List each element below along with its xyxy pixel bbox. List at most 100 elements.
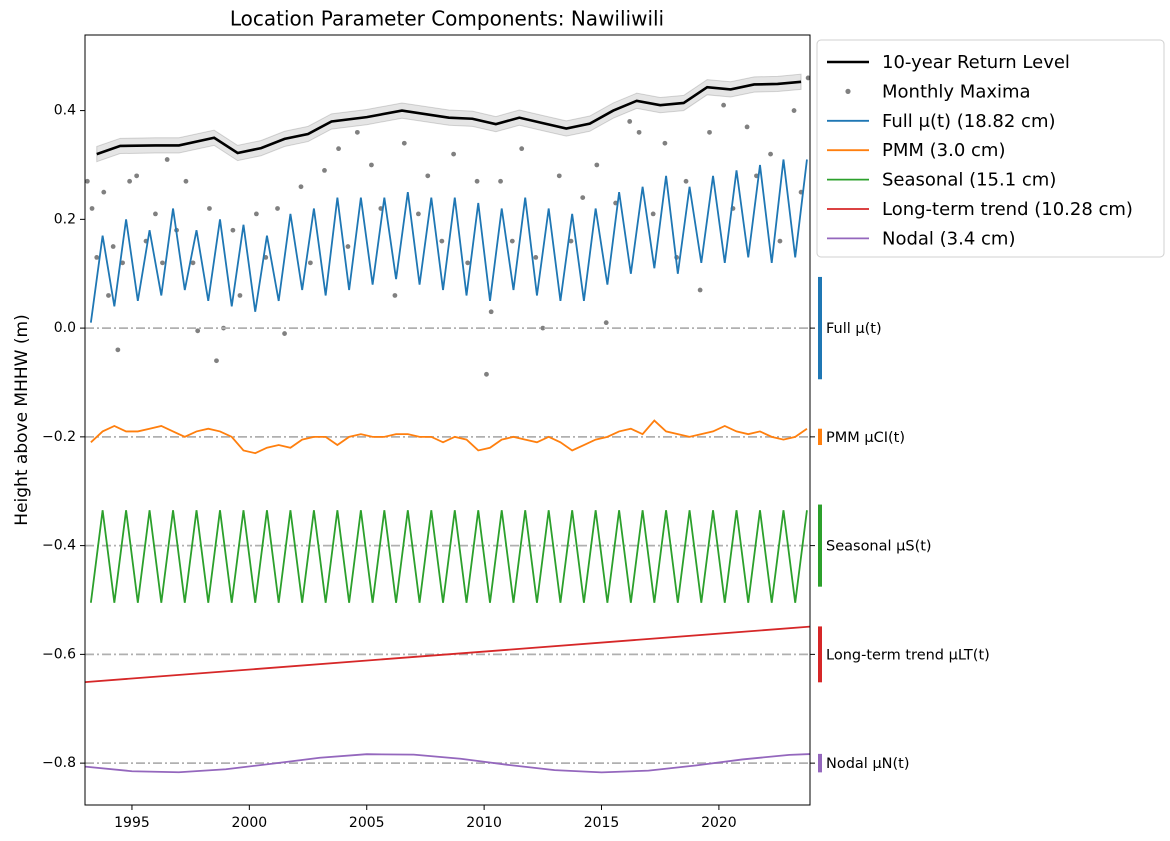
chart-title: Location Parameter Components: Nawiliwil… — [230, 7, 664, 31]
maxima-point — [791, 108, 797, 113]
maxima-point — [214, 358, 219, 364]
x-tick-label: 2005 — [349, 815, 385, 831]
component-line — [85, 625, 810, 683]
maxima-point — [519, 146, 525, 152]
maxima-point — [183, 178, 189, 184]
x-tick-label: 2020 — [701, 815, 737, 831]
maxima-point — [110, 244, 116, 249]
maxima-point — [439, 238, 445, 244]
plot-frame — [84, 34, 811, 806]
maxima-point — [451, 151, 457, 157]
component-line — [89, 510, 808, 603]
legend-label: 10-year Return Level — [882, 52, 1070, 73]
component-line — [89, 159, 808, 323]
maxima-point — [164, 157, 170, 162]
side-label: Full μ(t) — [826, 321, 882, 337]
maxima-point — [533, 255, 539, 260]
range-bar — [818, 276, 822, 380]
maxima-point — [134, 173, 140, 179]
legend-label: Full μ(t) (18.82 cm) — [882, 111, 1056, 132]
side-label: Long-term trend μLT(t) — [826, 647, 990, 663]
y-tick-label: 0.0 — [54, 320, 76, 336]
maxima-point — [101, 189, 107, 195]
maxima-point — [580, 195, 586, 200]
maxima-point — [282, 331, 287, 336]
maxima-point — [354, 129, 360, 135]
maxima-point — [498, 178, 503, 184]
range-bar — [818, 626, 822, 683]
maxima-point — [322, 168, 327, 173]
maxima-point — [106, 293, 111, 298]
range-bar — [818, 504, 822, 587]
maxima-point — [594, 162, 600, 168]
maxima-point — [127, 178, 133, 184]
y-tick-label: 0.2 — [54, 211, 76, 227]
x-tick-label: 2010 — [466, 815, 502, 831]
maxima-point — [662, 140, 668, 146]
maxima-point — [568, 238, 574, 244]
maxima-point — [115, 347, 121, 353]
maxima-point — [336, 146, 341, 152]
maxima-point — [707, 129, 712, 135]
maxima-point — [474, 178, 480, 184]
maxima-point — [465, 260, 471, 266]
maxima-point — [556, 173, 562, 179]
maxima-point — [488, 309, 494, 315]
maxima-point — [509, 238, 515, 244]
maxima-point — [744, 124, 750, 130]
legend-label: Nodal (3.4 cm) — [882, 228, 1015, 249]
y-tick-label: −0.8 — [42, 755, 76, 771]
maxima-point — [120, 260, 125, 266]
maxima-point — [636, 129, 642, 135]
maxima-point — [805, 75, 810, 81]
legend-box — [816, 39, 1165, 258]
maxima-point — [369, 162, 374, 168]
y-tick-label: 0.4 — [54, 103, 76, 119]
maxima-point — [345, 244, 351, 249]
maxima-point — [230, 227, 236, 233]
maxima-point — [237, 293, 243, 298]
side-label: PMM μCI(t) — [826, 430, 905, 446]
maxima-point — [768, 151, 773, 157]
legend-label: Long-term trend (10.28 cm) — [882, 199, 1133, 220]
y-tick-label: −0.2 — [42, 429, 76, 445]
maxima-point — [195, 328, 201, 334]
maxima-point — [190, 260, 196, 266]
return-level-line — [96, 80, 802, 156]
range-bar — [818, 428, 822, 446]
maxima-point — [207, 206, 212, 211]
maxima-point — [94, 255, 100, 260]
component-line — [85, 753, 810, 774]
maxima-point — [160, 260, 165, 266]
legend-label: Seasonal (15.1 cm) — [882, 170, 1056, 191]
x-tick-label: 1995 — [114, 815, 150, 831]
maxima-point — [683, 178, 689, 184]
y-tick-label: −0.4 — [42, 538, 76, 554]
maxima-point — [697, 287, 703, 293]
x-tick-label: 2015 — [584, 815, 620, 831]
y-axis-label: Height above MHHW (m) — [12, 314, 32, 525]
component-line — [90, 419, 808, 455]
legend-marker — [845, 88, 851, 94]
maxima-point — [627, 119, 633, 124]
maxima-point — [85, 178, 90, 184]
maxima-point — [777, 238, 783, 244]
maxima-point — [484, 371, 489, 377]
range-bar — [818, 753, 822, 773]
maxima-point — [89, 206, 95, 211]
y-tick-label: −0.6 — [42, 646, 76, 662]
maxima-point — [650, 211, 656, 217]
maxima-point — [153, 211, 158, 217]
maxima-point — [415, 211, 421, 217]
maxima-point — [425, 173, 431, 179]
maxima-point — [540, 325, 546, 331]
maxima-point — [253, 211, 259, 217]
side-label: Seasonal μS(t) — [826, 539, 932, 555]
x-tick-label: 2000 — [232, 815, 268, 831]
legend-label: PMM (3.0 cm) — [882, 140, 1005, 161]
maxima-point — [603, 320, 609, 326]
maxima-point — [392, 293, 398, 298]
legend-label: Monthly Maxima — [882, 81, 1031, 102]
maxima-point — [721, 102, 727, 108]
